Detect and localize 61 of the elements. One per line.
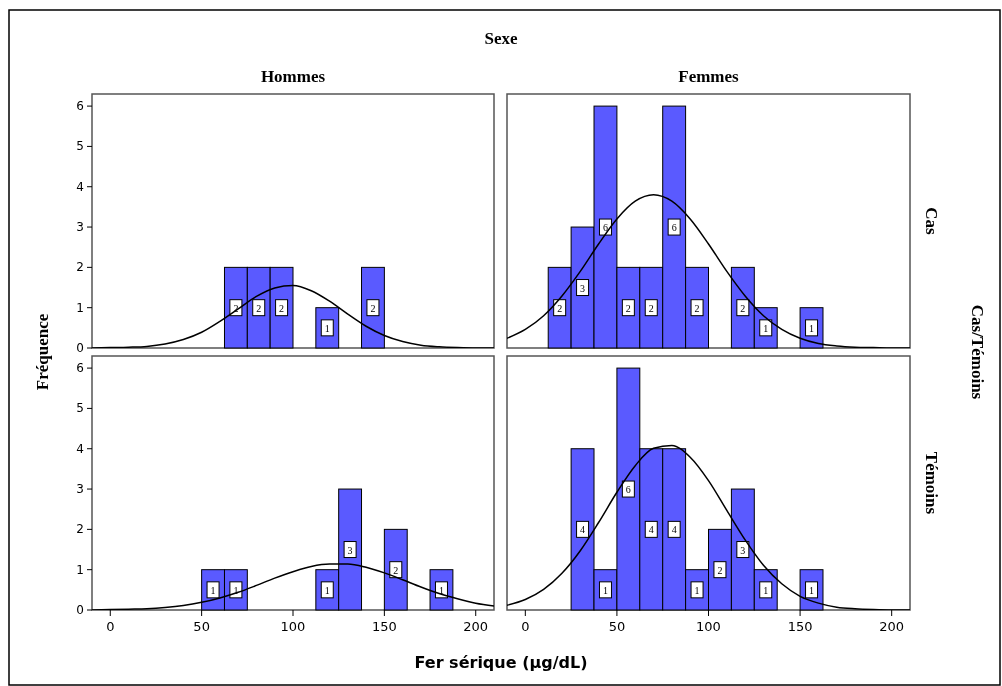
data-label: 2 xyxy=(717,564,723,576)
x-tick-label: 150 xyxy=(371,619,397,634)
data-label: 1 xyxy=(809,584,815,596)
y-tick-label: 0 xyxy=(76,341,84,355)
data-label: 3 xyxy=(580,282,586,294)
y-tick-label: 6 xyxy=(76,361,84,376)
data-label: 1 xyxy=(602,584,608,596)
data-label: 2 xyxy=(557,302,563,314)
x-tick-label: 100 xyxy=(696,619,721,634)
x-tick-label: 200 xyxy=(879,619,905,634)
y-tick-label: 4 xyxy=(76,179,84,194)
data-label: 4 xyxy=(648,524,654,536)
data-label: 1 xyxy=(809,322,815,334)
data-label: 2 xyxy=(370,302,376,314)
text: Cas/Témoins xyxy=(968,304,987,400)
data-label: 4 xyxy=(580,524,586,536)
data-label: 1 xyxy=(438,584,444,596)
text: Sexe xyxy=(484,29,518,48)
y-tick-label: 1 xyxy=(76,300,84,315)
y-axis-title: Fréquence xyxy=(33,313,52,391)
y-tick-label: 0 xyxy=(76,603,84,617)
data-label: 2 xyxy=(279,302,285,314)
chart-title: Femmes xyxy=(678,67,740,86)
x-tick-label: 200 xyxy=(463,619,489,634)
data-label: 1 xyxy=(694,584,700,596)
y-tick-label: 1 xyxy=(76,562,84,577)
data-label: 1 xyxy=(324,584,330,596)
data-label: 3 xyxy=(347,544,353,556)
x-tick-label: 50 xyxy=(193,619,210,634)
data-label: 1 xyxy=(763,322,769,334)
data-label: 6 xyxy=(625,484,631,496)
data-label: 6 xyxy=(671,222,677,234)
y-tick-label: 3 xyxy=(76,220,84,235)
y2-axis-title: Cas xyxy=(922,207,941,236)
data-label: 1 xyxy=(210,584,216,596)
data-label: 4 xyxy=(671,524,677,536)
x-tick-label: 150 xyxy=(787,619,813,634)
y-tick-label: 5 xyxy=(76,139,84,154)
y-tick-label: 2 xyxy=(76,260,84,275)
y-tick-label: 6 xyxy=(76,99,84,114)
data-label: 2 xyxy=(740,302,746,314)
x-tick-label: 0 xyxy=(106,619,115,634)
data-label: 2 xyxy=(625,302,631,314)
x-tick-label: 50 xyxy=(608,619,626,634)
x-tick-label: 100 xyxy=(280,619,306,634)
y-tick-label: 5 xyxy=(76,401,84,416)
data-label: 1 xyxy=(324,322,330,334)
y-tick-label: 3 xyxy=(76,482,84,497)
x-tick-label: 0 xyxy=(521,619,530,634)
y-tick-label: 2 xyxy=(76,522,84,537)
data-label: 2 xyxy=(648,302,654,314)
data-label: 2 xyxy=(256,302,262,314)
y2-axis-title: Témoins xyxy=(922,451,941,515)
data-label: 2 xyxy=(393,564,399,576)
data-label: 3 xyxy=(740,544,746,556)
x-axis-title: Fer sérique (µg/dL) xyxy=(414,653,588,672)
y-tick-label: 4 xyxy=(76,441,84,456)
data-label: 2 xyxy=(694,302,700,314)
data-label: 6 xyxy=(602,222,608,234)
chart-title: Hommes xyxy=(260,67,326,86)
data-label: 1 xyxy=(763,584,769,596)
